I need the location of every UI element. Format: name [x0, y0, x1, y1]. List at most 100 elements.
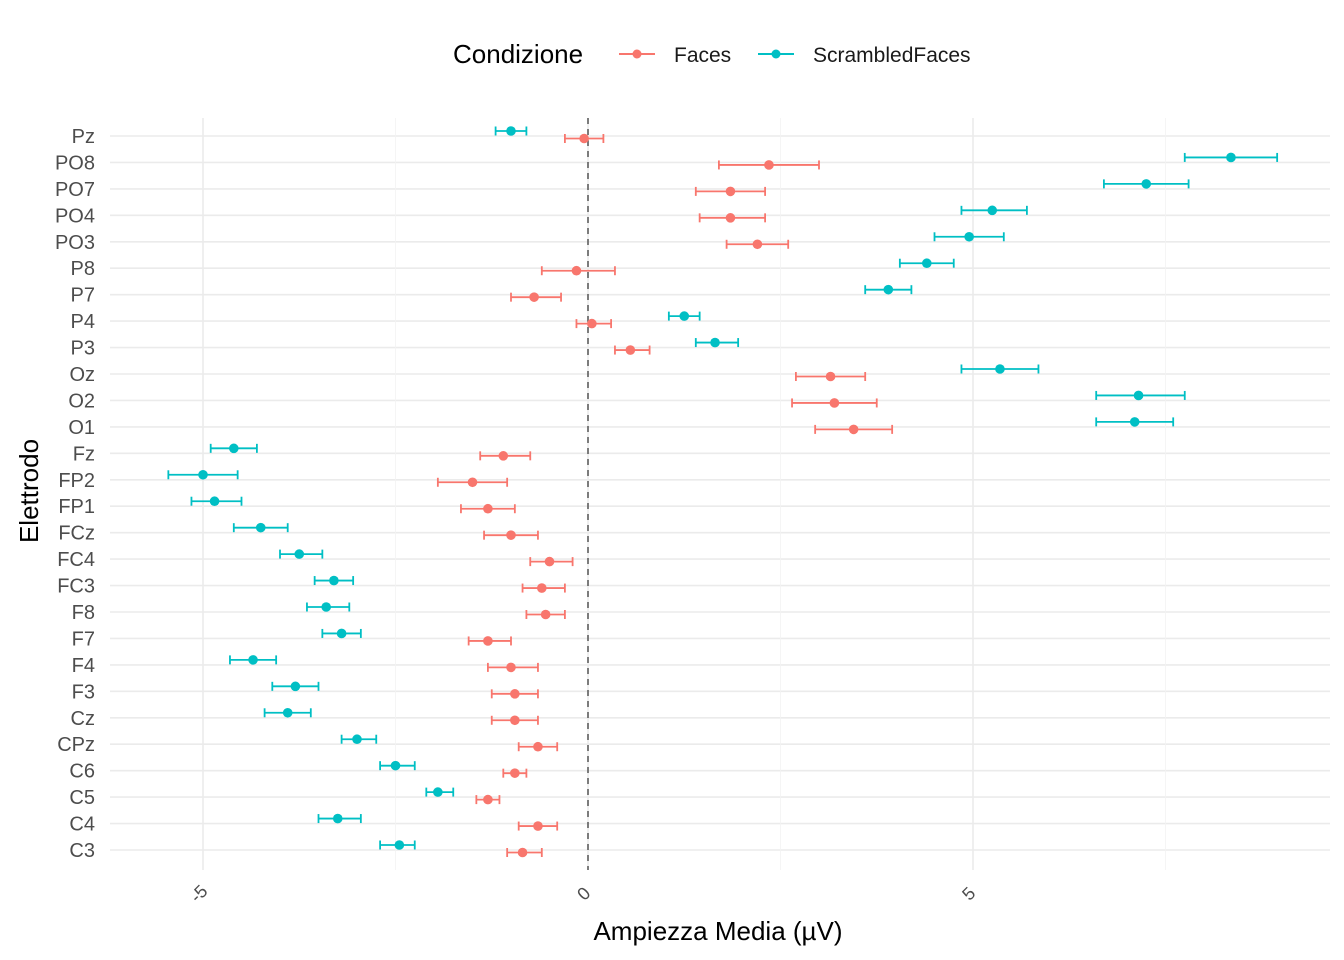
data-point — [483, 636, 493, 646]
y-tick-label: Cz — [71, 708, 95, 730]
y-tick-label: FP1 — [58, 496, 95, 518]
data-point — [498, 451, 509, 461]
data-point — [537, 583, 547, 593]
y-tick-label: PO4 — [55, 205, 95, 227]
data-point — [394, 840, 405, 850]
data-point — [995, 364, 1005, 374]
y-tick-label: C5 — [69, 787, 95, 809]
y-tick-label: FC3 — [57, 576, 95, 598]
y-tick-label: PO7 — [55, 179, 95, 201]
data-point — [209, 496, 220, 507]
y-tick-label: F8 — [72, 602, 95, 624]
data-point — [544, 556, 555, 567]
data-point — [922, 258, 932, 269]
y-tick-label: C4 — [69, 814, 95, 836]
x-axis-title: Ampiezza Media (µV) — [593, 916, 842, 946]
y-tick-label: P7 — [71, 285, 95, 307]
legend-key-dot-scrambled — [771, 49, 781, 59]
data-point — [510, 768, 520, 778]
data-point — [329, 575, 339, 586]
data-point — [248, 655, 258, 665]
data-point — [579, 133, 589, 144]
y-tick-label: CPz — [57, 734, 95, 756]
y-tick-label: O1 — [68, 417, 95, 439]
data-point — [825, 371, 836, 382]
data-point — [290, 681, 301, 692]
y-axis-ticks: C3 C4 C5 C6 CPz Cz F3 F4 F7 F8 FC3 FC4 FCz FP1 FP2 Fz O1… — [55, 126, 95, 862]
data-point — [198, 469, 208, 480]
data-point — [229, 443, 239, 454]
y-tick-label: P8 — [71, 258, 95, 280]
data-point — [255, 522, 266, 533]
series — [167, 126, 1279, 858]
legend-label-faces: Faces — [674, 44, 731, 67]
y-tick-label: C6 — [69, 761, 95, 783]
data-point — [1141, 179, 1152, 189]
data-point — [390, 760, 401, 771]
data-point — [483, 503, 493, 514]
data-point — [467, 477, 478, 488]
y-tick-label: P3 — [71, 338, 95, 360]
data-point — [764, 160, 774, 170]
legend: Condizione Faces ScrambledFaces — [453, 39, 971, 69]
data-point — [294, 549, 305, 559]
data-point — [510, 689, 520, 699]
data-point — [1129, 417, 1140, 427]
y-tick-label: F4 — [72, 655, 95, 677]
data-point — [883, 284, 894, 295]
series-scrambledfaces — [167, 126, 1279, 850]
legend-title: Condizione — [453, 39, 583, 69]
legend-label-scrambled: ScrambledFaces — [813, 44, 971, 67]
y-tick-label: C3 — [69, 840, 95, 862]
data-point — [332, 813, 343, 824]
y-tick-label: Pz — [72, 126, 95, 148]
data-point — [510, 715, 520, 726]
data-point — [829, 398, 840, 408]
x-tick-label: -5 — [186, 881, 211, 906]
y-tick-label: FCz — [58, 523, 95, 545]
y-tick-label: FC4 — [57, 549, 95, 571]
data-point — [1226, 152, 1236, 163]
y-tick-label: F7 — [72, 628, 95, 650]
data-point — [352, 734, 362, 745]
data-point — [540, 609, 551, 620]
y-tick-label: P4 — [71, 311, 95, 333]
data-point — [321, 602, 332, 612]
x-tick-label: 0 — [573, 883, 594, 904]
y-tick-label: FP2 — [58, 470, 95, 492]
y-tick-label: PO8 — [55, 152, 95, 174]
data-point — [571, 265, 582, 276]
data-point — [282, 707, 293, 718]
data-point — [506, 530, 516, 540]
data-point — [710, 337, 720, 348]
data-point — [752, 239, 763, 250]
data-point — [483, 794, 493, 805]
data-point — [533, 821, 543, 831]
y-tick-label: Oz — [69, 364, 95, 386]
y-tick-label: F3 — [72, 681, 95, 703]
data-point — [725, 213, 736, 223]
data-point — [433, 787, 443, 797]
data-point — [679, 311, 690, 321]
y-tick-label: O2 — [68, 390, 95, 412]
data-point — [625, 345, 636, 355]
y-axis-title: Elettrodo — [14, 439, 44, 543]
x-axis-ticks: -5 0 5 — [186, 881, 979, 906]
data-point — [336, 628, 347, 639]
data-point — [725, 186, 736, 197]
data-point — [964, 231, 974, 242]
data-point — [506, 662, 516, 673]
grid — [110, 118, 1330, 870]
legend-key-dot-faces — [632, 49, 642, 59]
data-point — [517, 847, 528, 858]
x-tick-label: 5 — [958, 883, 979, 904]
data-point — [506, 126, 516, 136]
data-point — [533, 741, 543, 752]
y-tick-label: PO3 — [55, 232, 95, 254]
y-tick-label: Fz — [73, 443, 95, 465]
data-point — [987, 205, 998, 216]
data-point — [848, 424, 859, 435]
series-faces — [436, 133, 894, 858]
data-point — [587, 318, 597, 329]
